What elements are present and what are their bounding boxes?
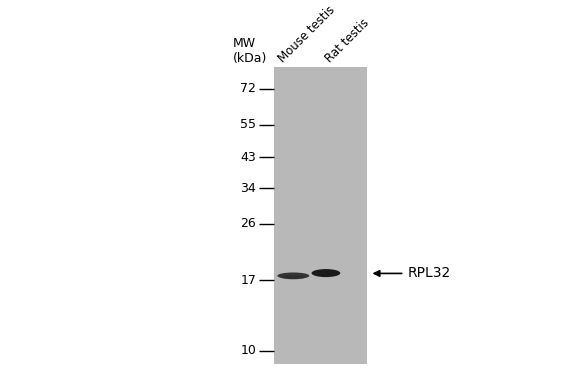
Text: MW
(kDa): MW (kDa) (233, 37, 267, 65)
Text: 26: 26 (240, 217, 256, 230)
Text: Rat testis: Rat testis (322, 16, 371, 65)
Ellipse shape (277, 273, 309, 279)
Bar (274, 67, 367, 364)
Text: 34: 34 (240, 182, 256, 195)
Text: 43: 43 (240, 151, 256, 164)
Text: 72: 72 (240, 82, 256, 95)
Text: 10: 10 (240, 344, 256, 357)
Ellipse shape (282, 276, 304, 279)
Text: Mouse testis: Mouse testis (276, 3, 338, 65)
Text: 17: 17 (240, 274, 256, 287)
Text: RPL32: RPL32 (407, 266, 450, 280)
Ellipse shape (311, 269, 340, 277)
Text: 55: 55 (240, 118, 256, 131)
